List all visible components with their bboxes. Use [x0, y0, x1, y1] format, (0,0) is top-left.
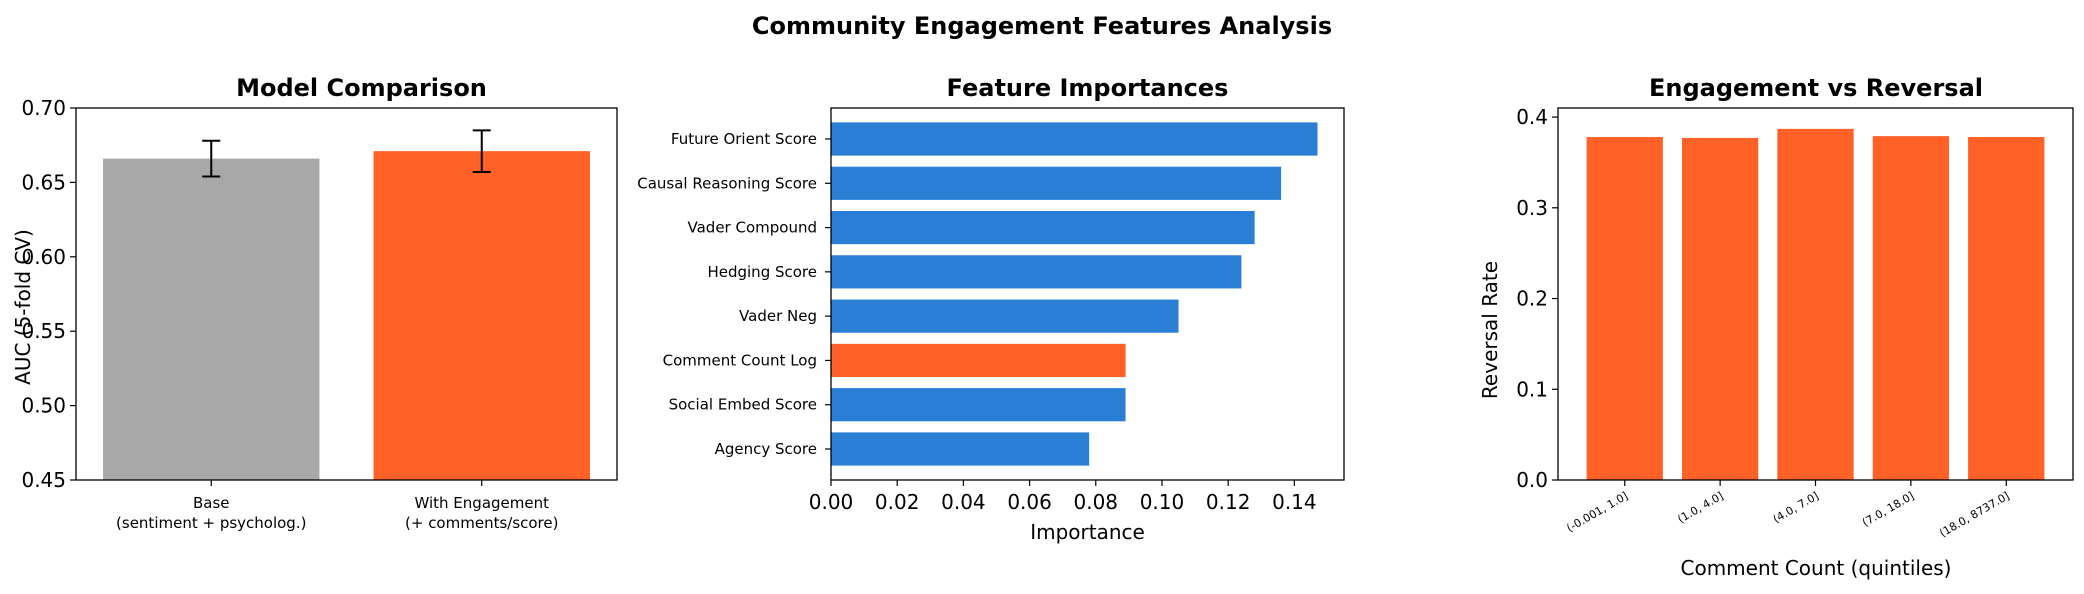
y-tick-label-6: Social Embed Score [669, 396, 817, 414]
engagement-reversal-marks: (-0.001, 1.0] (1.0, 4.0] (4.0, 7.0] (7.0, 1… [1516, 105, 2074, 540]
bar-4 [1968, 137, 2045, 480]
model-comparison-chart: Model Comparison Base (sentiment + psycho… [11, 74, 618, 532]
x-tick-label-2: 0.04 [941, 490, 986, 514]
model-comparison-marks: Base (sentiment + psycholog.) With Engagem… [21, 96, 618, 532]
x-tick-label-1-0: With Engagement [414, 494, 549, 512]
y-tick-label-1: 0.50 [21, 394, 66, 418]
y-tick-label-2: 0.2 [1516, 287, 1548, 311]
model-comparison-ylabel: AUC (5-fold CV) [11, 229, 35, 385]
bar-2 [831, 210, 1255, 245]
bar-6 [831, 388, 1126, 422]
y-tick-label-2: Vader Compound [688, 219, 817, 237]
y-tick-label-1: 0.1 [1516, 377, 1548, 401]
bar-3 [831, 255, 1242, 289]
bar-1 [1681, 137, 1759, 480]
x-tick-label-3: 0.06 [1007, 490, 1052, 514]
engagement-reversal-xlabel: Comment Count (quintiles) [1681, 556, 1952, 580]
axes-frame [830, 107, 1345, 481]
bar-3 [1872, 136, 1950, 480]
engagement-reversal-ylabel: Reversal Rate [1478, 261, 1502, 399]
axes-frame [1557, 107, 2074, 481]
bar-0 [103, 158, 320, 481]
y-tick-label-1: Causal Reasoning Score [637, 174, 817, 192]
bar-0 [831, 122, 1318, 156]
feature-importances-xlabel: Importance [1030, 520, 1145, 544]
bar-0 [1586, 137, 1663, 480]
x-tick-label-4: 0.08 [1074, 490, 1119, 514]
y-tick-label-5: Comment Count Log [663, 351, 817, 369]
feature-importances-chart: Feature Importances Future Orient Score C… [637, 74, 1345, 544]
x-tick-label-6: 0.12 [1206, 490, 1251, 514]
feature-importances-marks: Future Orient Score Causal Reasoning Scor… [637, 107, 1345, 514]
y-tick-label-3: 0.60 [21, 245, 66, 269]
feature-importances-title: Feature Importances [947, 74, 1229, 102]
bar-1 [831, 166, 1282, 200]
x-tick-label-7: 0.14 [1272, 490, 1317, 514]
figure-title: Community Engagement Features Analysis [752, 12, 1332, 40]
bar-7 [831, 432, 1090, 466]
y-tick-label-7: Agency Score [715, 440, 817, 458]
model-comparison-title: Model Comparison [236, 74, 487, 102]
y-tick-label-5: 0.70 [21, 96, 66, 120]
x-tick-label-5: 0.10 [1140, 490, 1185, 514]
x-tick-label-1: 0.02 [875, 490, 920, 514]
bar-4 [831, 299, 1179, 333]
bar-1 [373, 151, 590, 481]
bar-5 [831, 343, 1126, 378]
y-tick-label-0: 0.45 [21, 468, 66, 492]
bar-2 [1777, 128, 1854, 480]
y-tick-label-4: 0.65 [21, 170, 66, 194]
y-tick-label-0: Future Orient Score [671, 130, 817, 148]
y-tick-label-4: 0.4 [1516, 105, 1548, 129]
x-tick-label-0-1: (sentiment + psycholog.) [116, 514, 306, 532]
x-tick-label-0: 0.00 [809, 490, 854, 514]
axes-frame [75, 107, 618, 481]
y-tick-label-2: 0.55 [21, 319, 66, 343]
y-tick-label-3: Hedging Score [707, 263, 817, 281]
y-tick-label-3: 0.3 [1516, 196, 1548, 220]
engagement-reversal-title: Engagement vs Reversal [1649, 74, 1983, 102]
y-tick-label-0: 0.0 [1516, 468, 1548, 492]
x-tick-label-0-0: Base [193, 494, 230, 512]
x-tick-label-1-1: (+ comments/score) [405, 514, 558, 532]
y-tick-label-4: Vader Neg [739, 307, 817, 325]
